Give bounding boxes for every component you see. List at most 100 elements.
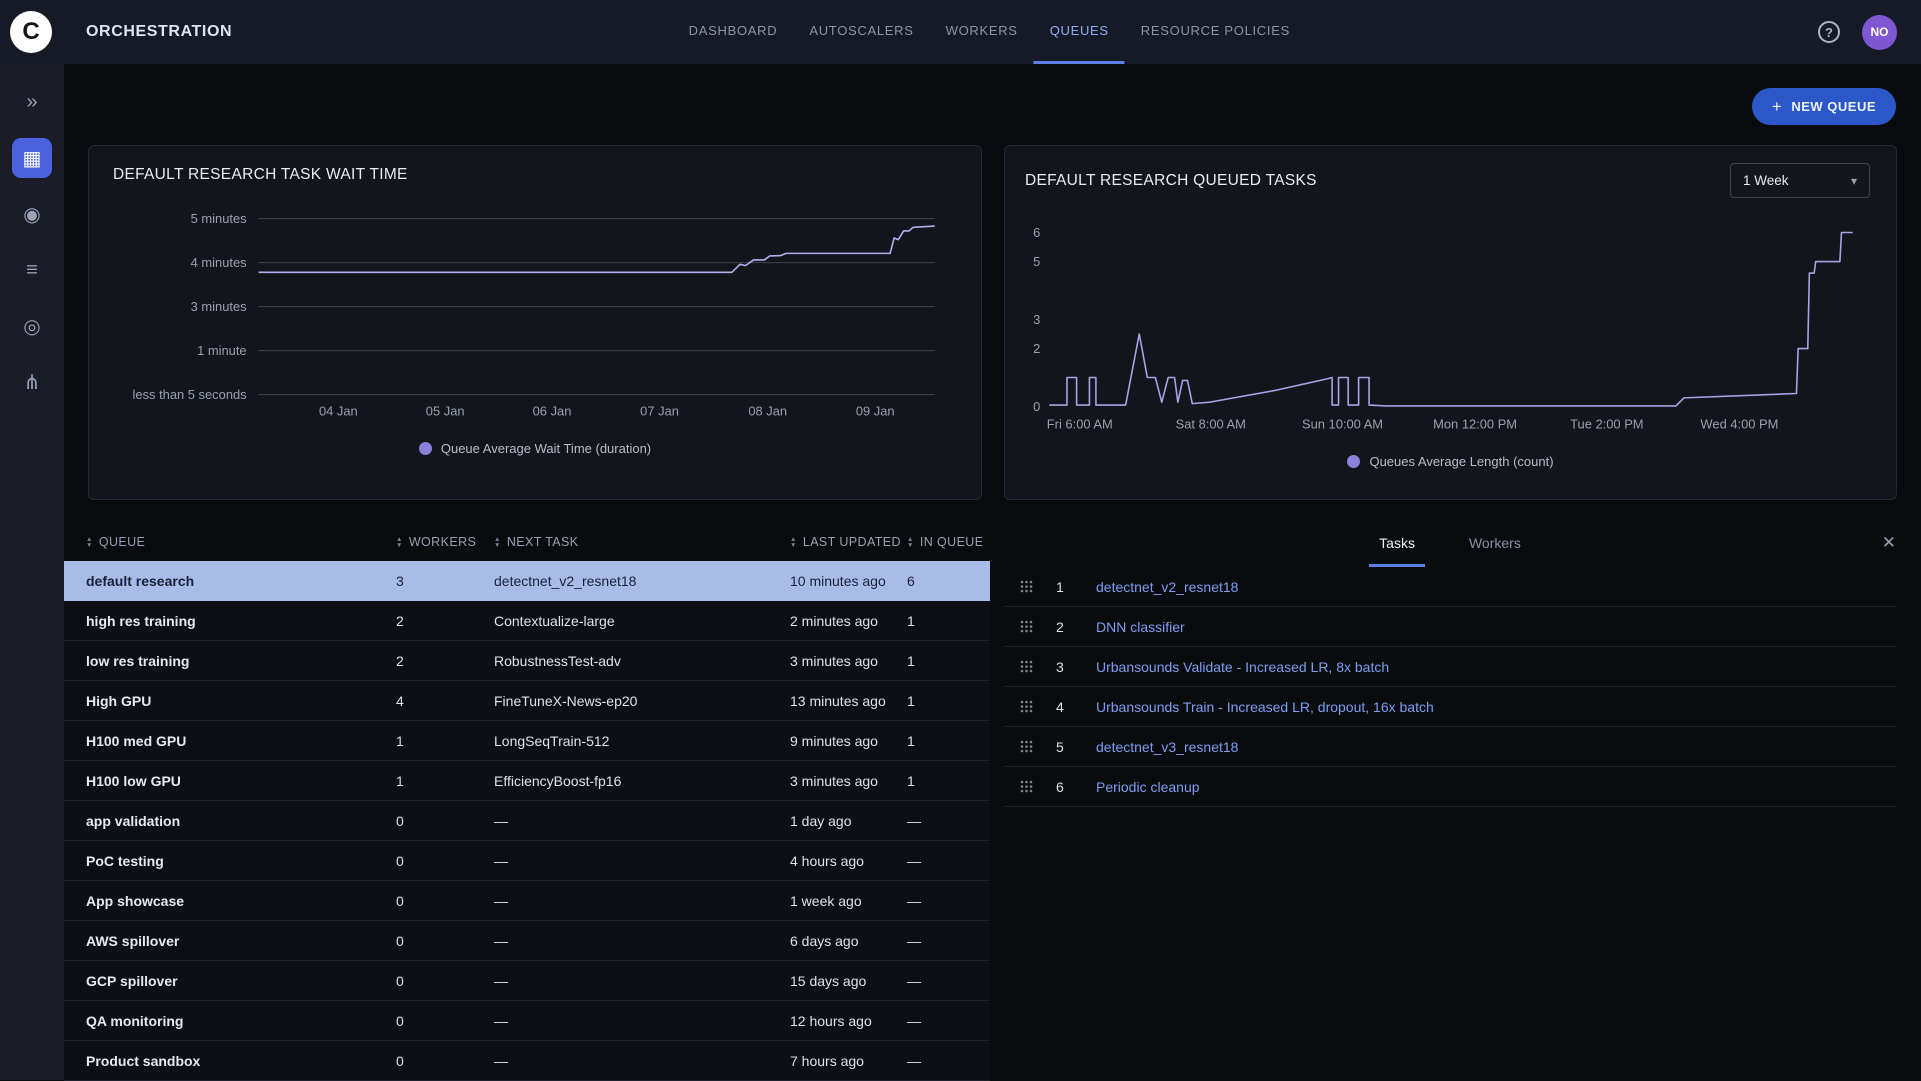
queue-row-high-res-training[interactable]: high res training2Contextualize-large2 m… xyxy=(64,601,990,641)
column-header-in-queue[interactable]: ▲▼IN QUEUE xyxy=(907,535,990,549)
svg-text:6: 6 xyxy=(1033,225,1040,240)
nav-tab-workers[interactable]: WORKERS xyxy=(930,0,1034,64)
pipelines-icon[interactable]: ⋔ xyxy=(12,362,52,402)
queue-row-low-res-training[interactable]: low res training2RobustnessTest-adv3 min… xyxy=(64,641,990,681)
queue-row-product-sandbox[interactable]: Product sandbox0—7 hours ago— xyxy=(64,1041,990,1081)
column-label: WORKERS xyxy=(409,535,476,549)
drag-handle-icon[interactable] xyxy=(1020,660,1034,673)
svg-text:Sun 10:00 AM: Sun 10:00 AM xyxy=(1302,416,1383,431)
cell-queue: high res training xyxy=(86,613,396,629)
cell-last-updated: 1 week ago xyxy=(790,893,907,909)
cell-workers: 1 xyxy=(396,733,494,749)
cell-next-task: — xyxy=(494,1013,790,1029)
legend-dot-icon xyxy=(419,442,432,455)
column-label: NEXT TASK xyxy=(507,535,579,549)
drag-handle-icon[interactable] xyxy=(1020,580,1034,593)
task-row: 4Urbansounds Train - Increased LR, dropo… xyxy=(1004,687,1896,727)
task-index: 1 xyxy=(1056,579,1082,595)
cell-queue: App showcase xyxy=(86,893,396,909)
queue-row-poc-testing[interactable]: PoC testing0—4 hours ago— xyxy=(64,841,990,881)
nav-tab-autoscalers[interactable]: AUTOSCALERS xyxy=(793,0,929,64)
task-link[interactable]: Periodic cleanup xyxy=(1096,779,1200,795)
queues-icon[interactable]: ▦ xyxy=(12,138,52,178)
svg-text:06 Jan: 06 Jan xyxy=(533,403,572,418)
cell-last-updated: 6 days ago xyxy=(790,933,907,949)
task-link[interactable]: detectnet_v3_resnet18 xyxy=(1096,739,1238,755)
drag-handle-icon[interactable] xyxy=(1020,780,1034,793)
task-link[interactable]: Urbansounds Train - Increased LR, dropou… xyxy=(1096,699,1434,715)
new-queue-button[interactable]: + NEW QUEUE xyxy=(1752,88,1896,125)
task-list: 1 detectnet_v2_resnet18 2 DNN classifier 3 Ur… xyxy=(1004,567,1896,807)
drag-handle-icon[interactable] xyxy=(1020,620,1034,633)
cell-queue: AWS spillover xyxy=(86,933,396,949)
svg-text:09 Jan: 09 Jan xyxy=(856,403,895,418)
task-link[interactable]: DNN classifier xyxy=(1096,619,1185,635)
sort-icon: ▲▼ xyxy=(494,537,501,548)
cell-workers: 1 xyxy=(396,773,494,789)
cell-next-task: — xyxy=(494,933,790,949)
close-icon[interactable]: ✕ xyxy=(1882,533,1896,553)
nav-tab-resource-policies[interactable]: RESOURCE POLICIES xyxy=(1125,0,1306,64)
header-right: ? NO xyxy=(1818,0,1897,64)
cell-next-task: LongSeqTrain-512 xyxy=(494,733,790,749)
workers-icon[interactable]: ◉ xyxy=(12,194,52,234)
queue-row-h100-med-gpu[interactable]: H100 med GPU1LongSeqTrain-5129 minutes a… xyxy=(64,721,990,761)
cell-in-queue: — xyxy=(907,973,990,989)
queue-row-default-research[interactable]: default research3detectnet_v2_resnet1810… xyxy=(64,561,990,601)
cell-queue: Product sandbox xyxy=(86,1053,396,1069)
wait-time-legend-label: Queue Average Wait Time (duration) xyxy=(441,441,651,456)
cell-in-queue: — xyxy=(907,1013,990,1029)
avatar[interactable]: NO xyxy=(1862,15,1897,50)
detail-tab-tasks[interactable]: Tasks xyxy=(1369,527,1425,567)
queued-tasks-chart-title: DEFAULT RESEARCH QUEUED TASKS xyxy=(1025,172,1317,190)
svg-text:2: 2 xyxy=(1033,341,1040,356)
task-link[interactable]: Urbansounds Validate - Increased LR, 8x … xyxy=(1096,659,1389,675)
time-range-select[interactable]: 1 Week ▾ xyxy=(1730,163,1870,198)
sort-icon: ▲▼ xyxy=(907,537,914,548)
svg-text:08 Jan: 08 Jan xyxy=(748,403,787,418)
launch-icon[interactable]: » xyxy=(12,82,52,122)
queued-tasks-legend: Queues Average Length (count) xyxy=(1005,454,1896,469)
task-index: 5 xyxy=(1056,739,1082,755)
queue-row-aws-spillover[interactable]: AWS spillover0—6 days ago— xyxy=(64,921,990,961)
cell-next-task: — xyxy=(494,893,790,909)
cell-last-updated: 3 minutes ago xyxy=(790,653,907,669)
cell-last-updated: 12 hours ago xyxy=(790,1013,907,1029)
task-index: 3 xyxy=(1056,659,1082,675)
cell-workers: 0 xyxy=(396,973,494,989)
cell-last-updated: 2 minutes ago xyxy=(790,613,907,629)
drag-handle-icon[interactable] xyxy=(1020,740,1034,753)
svg-text:3 minutes: 3 minutes xyxy=(191,299,247,314)
column-header-last-updated[interactable]: ▲▼LAST UPDATED xyxy=(790,535,907,549)
cell-last-updated: 3 minutes ago xyxy=(790,773,907,789)
chevron-down-icon: ▾ xyxy=(1851,174,1857,188)
column-header-workers[interactable]: ▲▼WORKERS xyxy=(396,535,494,549)
cell-last-updated: 7 hours ago xyxy=(790,1053,907,1069)
cell-workers: 0 xyxy=(396,893,494,909)
column-header-next-task[interactable]: ▲▼ NEXT TASK xyxy=(494,535,790,549)
cell-workers: 0 xyxy=(396,933,494,949)
detail-tab-workers[interactable]: Workers xyxy=(1459,527,1531,567)
queue-row-app-validation[interactable]: app validation0—1 day ago— xyxy=(64,801,990,841)
svg-text:04 Jan: 04 Jan xyxy=(319,403,358,418)
svg-text:less than 5 seconds: less than 5 seconds xyxy=(133,387,247,402)
datasets-icon[interactable]: ≡ xyxy=(12,250,52,290)
queue-row-qa-monitoring[interactable]: QA monitoring0—12 hours ago— xyxy=(64,1001,990,1041)
queue-row-app-showcase[interactable]: App showcase0—1 week ago— xyxy=(64,881,990,921)
drag-handle-icon[interactable] xyxy=(1020,700,1034,713)
cell-last-updated: 13 minutes ago xyxy=(790,693,907,709)
help-icon[interactable]: ? xyxy=(1818,21,1840,43)
sidebar: » ▦ ◉ ≡ ◎ ⋔ xyxy=(0,64,64,1080)
column-label: QUEUE xyxy=(99,535,145,549)
nav-tab-dashboard[interactable]: DASHBOARD xyxy=(673,0,794,64)
queue-row-high-gpu[interactable]: High GPU4FineTuneX-News-ep2013 minutes a… xyxy=(64,681,990,721)
cell-next-task: — xyxy=(494,1053,790,1069)
queue-table: ▲▼QUEUE▲▼WORKERS▲▼NEXT TASK▲▼LAST UPDATE… xyxy=(64,523,990,1081)
task-index: 2 xyxy=(1056,619,1082,635)
queue-row-gcp-spillover[interactable]: GCP spillover0—15 days ago— xyxy=(64,961,990,1001)
nav-tab-queues[interactable]: QUEUES xyxy=(1034,0,1125,64)
column-header-queue[interactable]: ▲▼QUEUE xyxy=(86,535,396,549)
applications-icon[interactable]: ◎ xyxy=(12,306,52,346)
task-link[interactable]: detectnet_v2_resnet18 xyxy=(1096,579,1238,595)
queue-row-h100-low-gpu[interactable]: H100 low GPU1EfficiencyBoost-fp163 minut… xyxy=(64,761,990,801)
